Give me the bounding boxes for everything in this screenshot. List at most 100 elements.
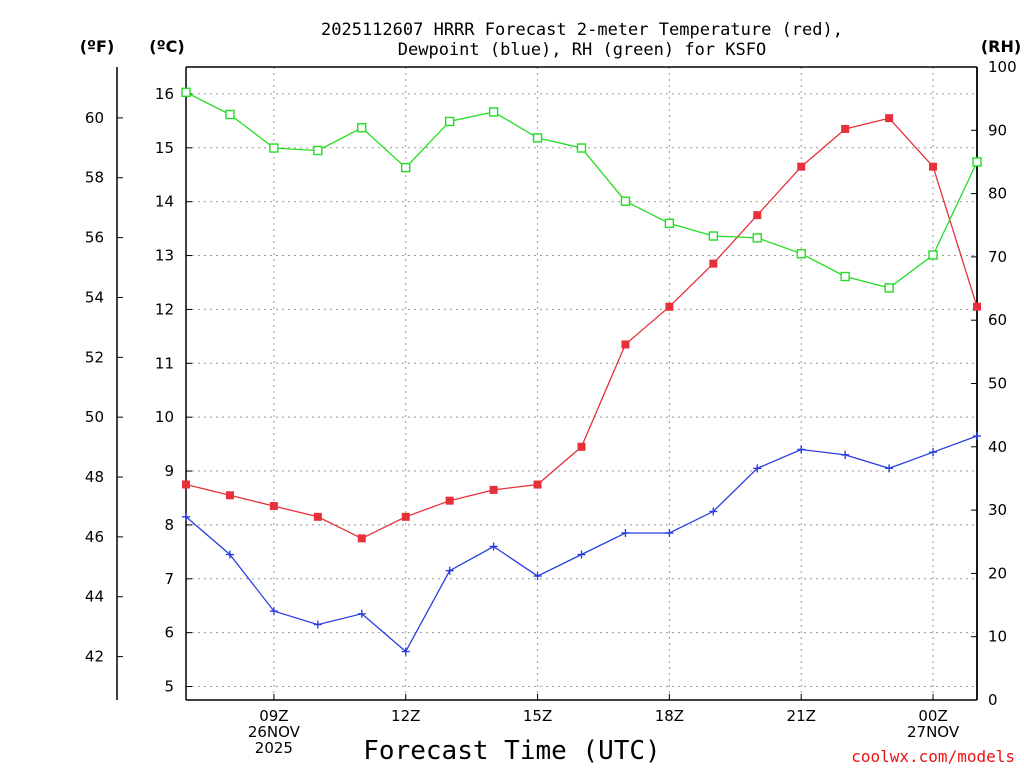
- celsius-tick-label: 8: [164, 516, 174, 534]
- plot-frame: [116, 66, 978, 701]
- temperature-point: [841, 124, 850, 133]
- rh-point: [313, 145, 323, 156]
- rh-point: [269, 143, 279, 153]
- fahrenheit-unit-label: (ºF): [80, 37, 115, 56]
- rh-point: [181, 87, 191, 98]
- temperature-point: [929, 162, 938, 171]
- rh-point: [532, 133, 543, 143]
- celsius-tick-label: 9: [164, 462, 174, 480]
- temperature-point: [973, 302, 981, 311]
- x-tick-label: 2025: [255, 739, 293, 757]
- fahrenheit-tick-label: 48: [85, 468, 104, 486]
- x-tick-label: 21Z: [787, 707, 816, 725]
- dewpoint-point: [313, 620, 322, 629]
- fahrenheit-tick-label: 44: [85, 588, 104, 606]
- rh-tick-label: 10: [988, 628, 1007, 646]
- dewpoint-point: [709, 507, 718, 516]
- dewpoint-point: [489, 542, 498, 551]
- dewpoint-point: [269, 607, 278, 616]
- temperature-point: [709, 259, 718, 268]
- temperature-point: [445, 496, 454, 505]
- dewpoint-point: [225, 550, 234, 559]
- dewpoint-point: [577, 550, 586, 559]
- fahrenheit-tick-label: 46: [85, 528, 104, 546]
- temperature-point: [533, 480, 542, 489]
- rh-point: [444, 116, 455, 127]
- rh-point: [576, 143, 587, 153]
- dewpoint-point: [841, 450, 850, 459]
- x-tick-label: 09Z: [259, 707, 288, 725]
- rh-point: [225, 109, 235, 120]
- rh-point: [664, 218, 675, 229]
- fahrenheit-tick-label: 58: [85, 169, 104, 187]
- celsius-tick-label: 14: [155, 193, 174, 211]
- rh-point: [401, 162, 411, 173]
- grid-layer: [186, 67, 977, 700]
- fahrenheit-tick-label: 52: [85, 348, 104, 366]
- celsius-tick-label: 5: [164, 678, 174, 696]
- dewpoint-line: [185, 435, 978, 653]
- fahrenheit-tick-label: 50: [85, 408, 104, 426]
- rh-tick-label: 90: [988, 121, 1007, 139]
- rh-tick-label: 50: [988, 375, 1007, 393]
- temperature-point: [753, 211, 762, 220]
- rh-tick-label: 40: [988, 438, 1007, 456]
- rh-tick-label: 0: [988, 691, 998, 709]
- fahrenheit-tick-label: 60: [85, 109, 104, 127]
- celsius-tick-label: 15: [155, 139, 174, 157]
- fahrenheit-tick-label: 54: [85, 288, 104, 306]
- dewpoint-point: [357, 609, 366, 618]
- rh-point: [708, 231, 719, 241]
- temperature-point: [665, 302, 674, 311]
- temperature-point: [621, 340, 630, 349]
- rh-point: [928, 250, 938, 260]
- rh-tick-label: 80: [988, 185, 1007, 203]
- temperature-line: [185, 117, 978, 540]
- temperature-point: [885, 114, 894, 123]
- chart-title-line2: Dewpoint (blue), RH (green) for KSFO: [398, 40, 766, 60]
- temperature-point: [357, 534, 366, 543]
- temperature-point: [489, 485, 498, 494]
- fahrenheit-tick-label: 56: [85, 229, 104, 247]
- celsius-tick-label: 13: [155, 247, 174, 265]
- credit-link[interactable]: coolwx.com/models: [851, 747, 1015, 766]
- rh-tick-label: 100: [988, 58, 1017, 76]
- temperature-point: [269, 502, 278, 511]
- chart-title-line1: 2025112607 HRRR Forecast 2-meter Tempera…: [321, 20, 843, 40]
- series-layer: [181, 87, 982, 656]
- dewpoint-point: [885, 464, 894, 473]
- rh-tick-label: 30: [988, 501, 1007, 519]
- dewpoint-point: [797, 445, 806, 454]
- fahrenheit-tick-label: 42: [85, 648, 104, 666]
- rh-tick-label: 70: [988, 248, 1007, 266]
- dewpoint-point: [665, 528, 674, 537]
- rh-point: [620, 196, 631, 206]
- rh-tick-label: 60: [988, 311, 1007, 329]
- temperature-point: [225, 491, 234, 500]
- dewpoint-point: [973, 432, 981, 441]
- temperature-point: [797, 162, 806, 171]
- dewpoint-point: [401, 647, 410, 656]
- dewpoint-point: [445, 566, 454, 575]
- temperature-point: [577, 442, 586, 451]
- celsius-tick-label: 11: [155, 354, 174, 372]
- rh-point: [972, 157, 982, 167]
- dewpoint-point: [753, 464, 762, 473]
- celsius-tick-label: 12: [155, 300, 174, 318]
- dewpoint-point: [182, 512, 190, 521]
- x-tick-label: 26NOV: [248, 723, 301, 741]
- rh-unit-label: (RH): [981, 37, 1021, 56]
- dewpoint-point: [533, 572, 542, 581]
- x-tick-label: 15Z: [523, 707, 552, 725]
- temperature-point: [182, 480, 190, 489]
- x-tick-label: 12Z: [391, 707, 420, 725]
- dewpoint-point: [621, 528, 630, 537]
- rh-point: [488, 107, 499, 117]
- rh-point: [840, 271, 850, 282]
- celsius-unit-label: (ºC): [149, 37, 184, 56]
- x-tick-label: 00Z: [918, 707, 947, 725]
- rh-point: [752, 233, 762, 243]
- rh-point: [357, 123, 367, 133]
